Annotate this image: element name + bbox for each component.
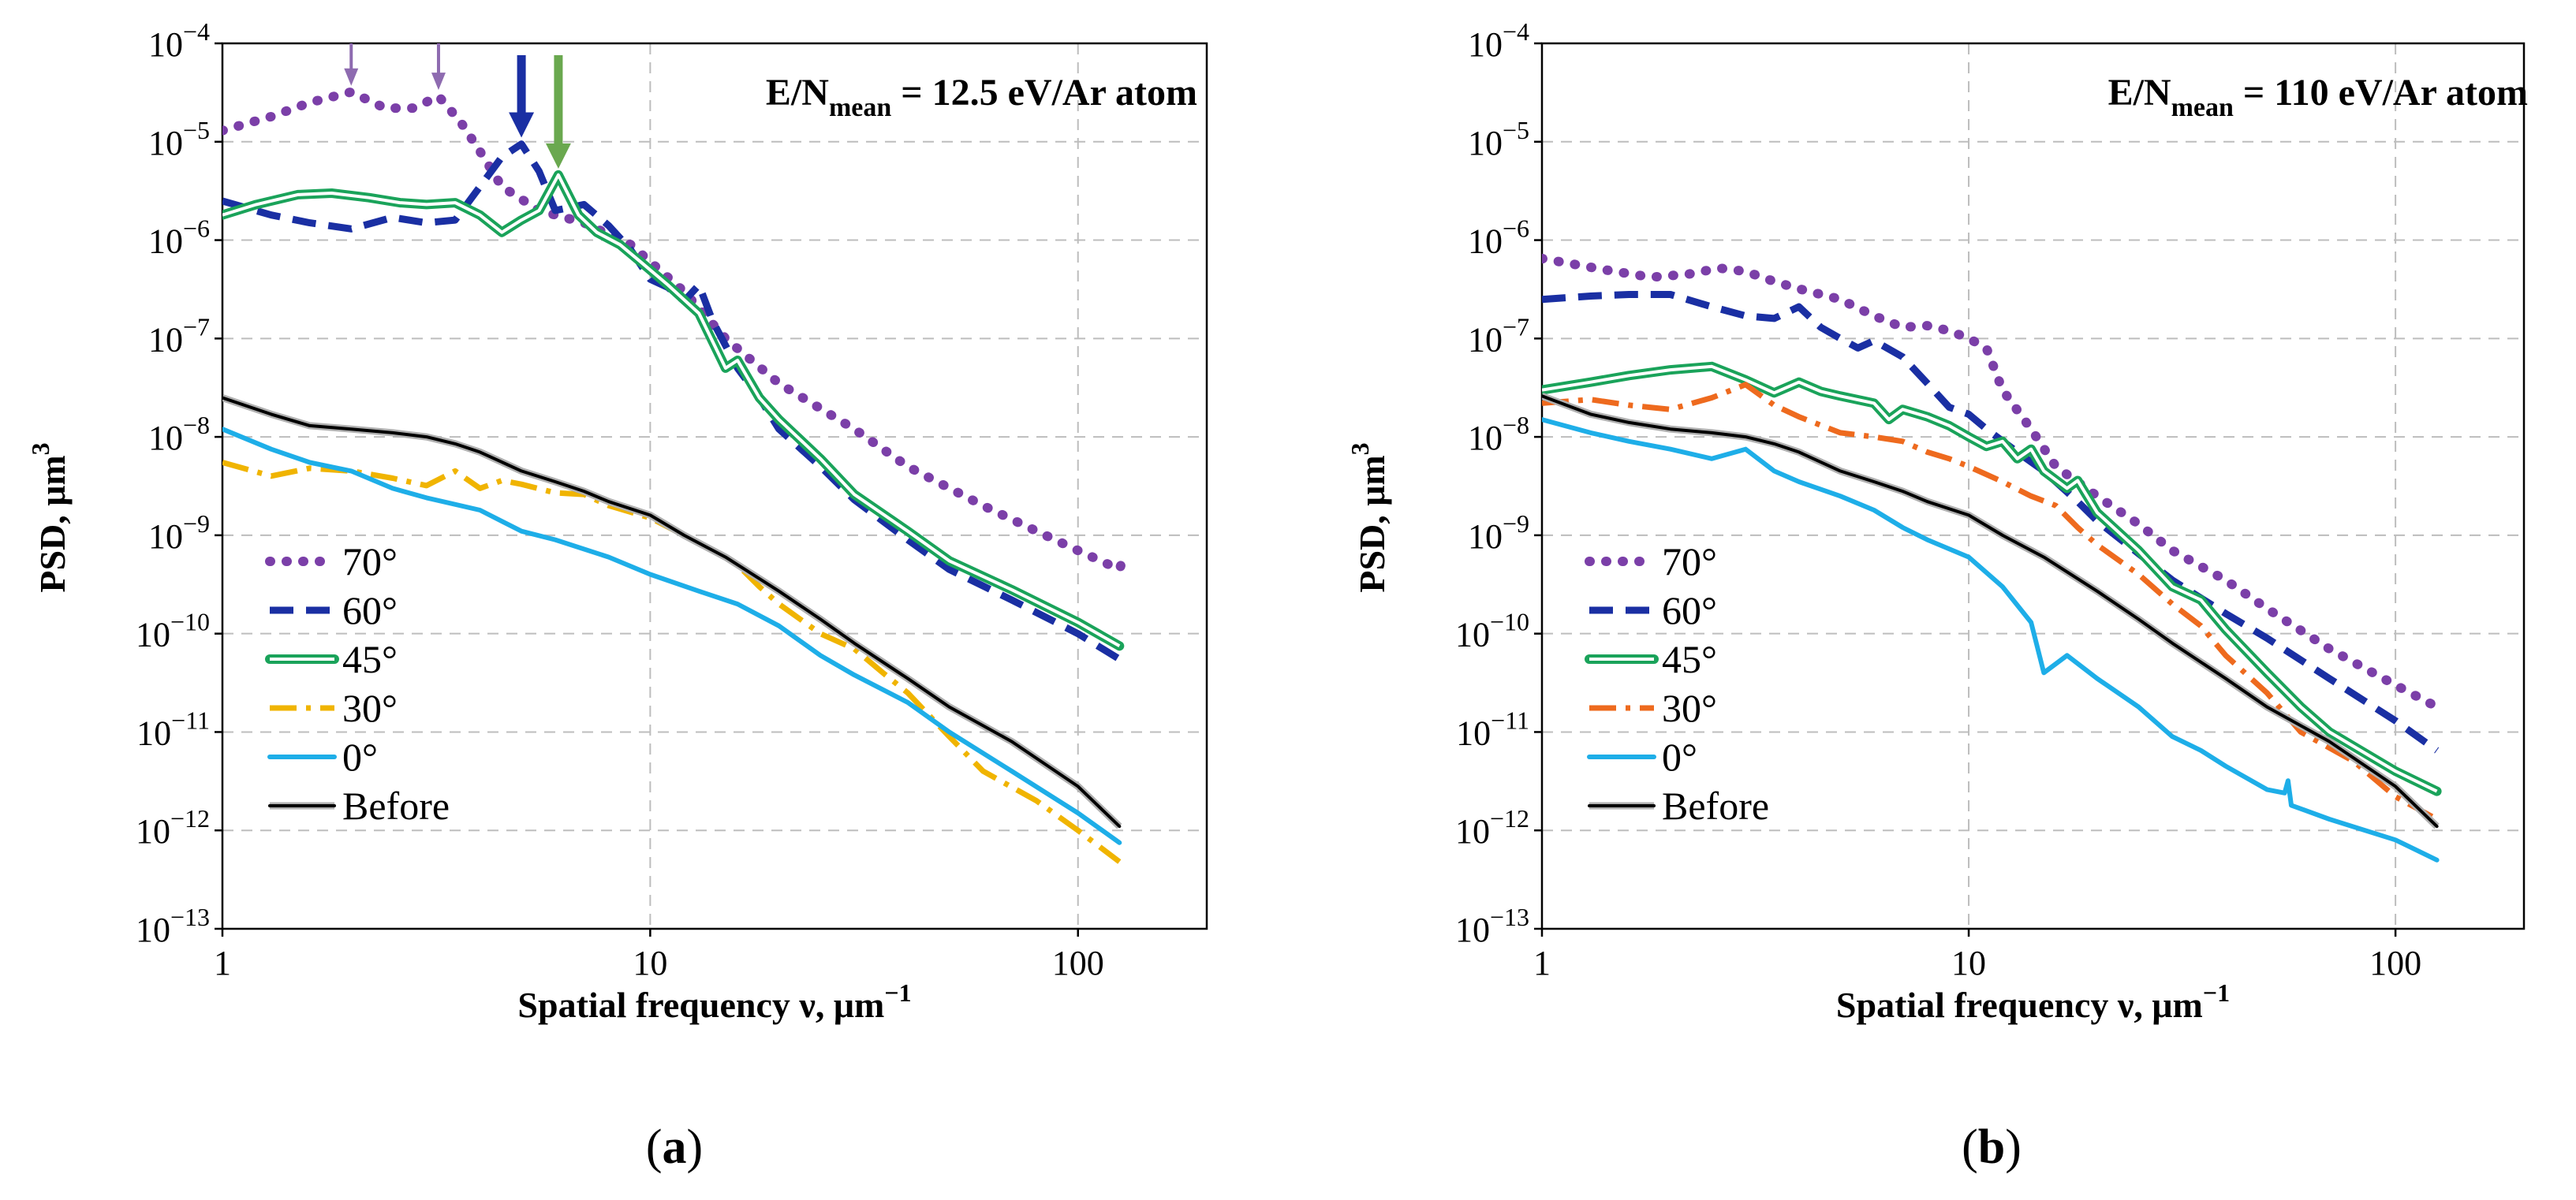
- x-tick-label: 100: [2369, 944, 2421, 982]
- x-tick-label: 100: [1052, 944, 1104, 982]
- peak-arrow-head: [431, 73, 446, 91]
- y-tick-label: 10−7: [1468, 312, 1529, 359]
- peak-arrow-head: [509, 112, 535, 138]
- panel-title: E/Nmean = 110 eV/Ar atom: [2108, 72, 2528, 122]
- series-line-45deg-inner: [1542, 364, 2438, 793]
- series-line-0deg: [1542, 417, 2440, 863]
- y-tick-label: 10−13: [136, 903, 210, 949]
- series-group: [222, 87, 1127, 864]
- legend: 70° 60° 45° 30° 0° Before: [265, 539, 450, 828]
- y-tick-label: 10−4: [148, 17, 210, 64]
- legend-label: Before: [1662, 784, 1769, 828]
- series-line-30deg: [1542, 382, 2439, 822]
- y-tick-label: 10−7: [148, 312, 210, 359]
- x-tick-label: 10: [633, 944, 667, 982]
- panel-caption: (b): [1962, 1120, 2022, 1174]
- y-axis-title: PSD, μm3: [1346, 442, 1392, 592]
- legend-label: 70°: [1662, 539, 1717, 583]
- y-tick-label: 10−11: [136, 706, 210, 752]
- x-tick-label: 1: [214, 944, 231, 982]
- y-tick-label: 10−9: [148, 509, 210, 556]
- y-tick-label: 10−12: [136, 804, 210, 851]
- chart-panel-a: 10−4 10−5 10−6 10−7 10−8 10−9 10−10 10−11 10−12 1…: [26, 17, 1208, 1174]
- legend-label: 30°: [342, 686, 398, 730]
- chart-panel-b: 10−4 10−5 10−6 10−7 10−8 10−9 10−10 10−11 10−12 1…: [1346, 17, 2528, 1174]
- panel-title: E/Nmean = 12.5 eV/Ar atom: [766, 72, 1197, 122]
- x-axis-title: Spatial frequency ν, μm−1: [1836, 978, 2230, 1025]
- y-tick-label: 10−5: [148, 116, 210, 162]
- y-tick-label: 10−8: [148, 411, 210, 457]
- legend-label: 60°: [342, 588, 398, 632]
- y-tick-label: 10−6: [148, 214, 210, 261]
- legend-label: 30°: [1662, 686, 1717, 730]
- legend-label: 70°: [342, 539, 398, 583]
- peak-arrow-head: [545, 143, 571, 169]
- legend: 70° 60° 45° 30° 0° Before: [1585, 539, 1769, 828]
- y-tick-label: 10−12: [1455, 804, 1529, 851]
- legend-label: 0°: [342, 735, 378, 779]
- legend-label: 0°: [1662, 735, 1697, 779]
- x-tick-label: 1: [1533, 944, 1551, 982]
- y-tick-label: 10−4: [1468, 17, 1529, 64]
- y-tick-label: 10−10: [136, 608, 210, 654]
- x-axis-title: Spatial frequency ν, μm−1: [517, 978, 911, 1025]
- plot-frame: [221, 42, 1208, 930]
- y-tick-label: 10−9: [1468, 509, 1529, 556]
- y-tick-label: 10−5: [1468, 116, 1529, 162]
- legend-label: Before: [342, 784, 450, 828]
- peak-arrow-head: [344, 68, 359, 86]
- series-line-70deg: [1542, 253, 2442, 712]
- series-line-before: [1542, 394, 2439, 829]
- y-tick-label: 10−6: [1468, 214, 1529, 261]
- y-tick-label: 10−11: [1456, 706, 1529, 752]
- series-line-70deg: [222, 87, 1127, 575]
- legend-label: 45°: [342, 637, 398, 681]
- series-line-45deg-inner: [222, 173, 1121, 648]
- legend-label: 60°: [1662, 588, 1717, 632]
- y-tick-label: 10−13: [1455, 903, 1529, 949]
- y-axis-title: PSD, μm3: [26, 442, 73, 592]
- series-group: [1542, 253, 2442, 863]
- panel-caption: (a): [646, 1120, 703, 1174]
- x-tick-label: 10: [1951, 944, 1986, 982]
- y-tick-label: 10−10: [1455, 608, 1529, 654]
- series-line-before: [222, 396, 1122, 829]
- y-tick-label: 10−8: [1468, 411, 1529, 457]
- series-line-0deg: [222, 427, 1122, 845]
- plot-frame: [1540, 42, 2526, 930]
- legend-label: 45°: [1662, 637, 1717, 681]
